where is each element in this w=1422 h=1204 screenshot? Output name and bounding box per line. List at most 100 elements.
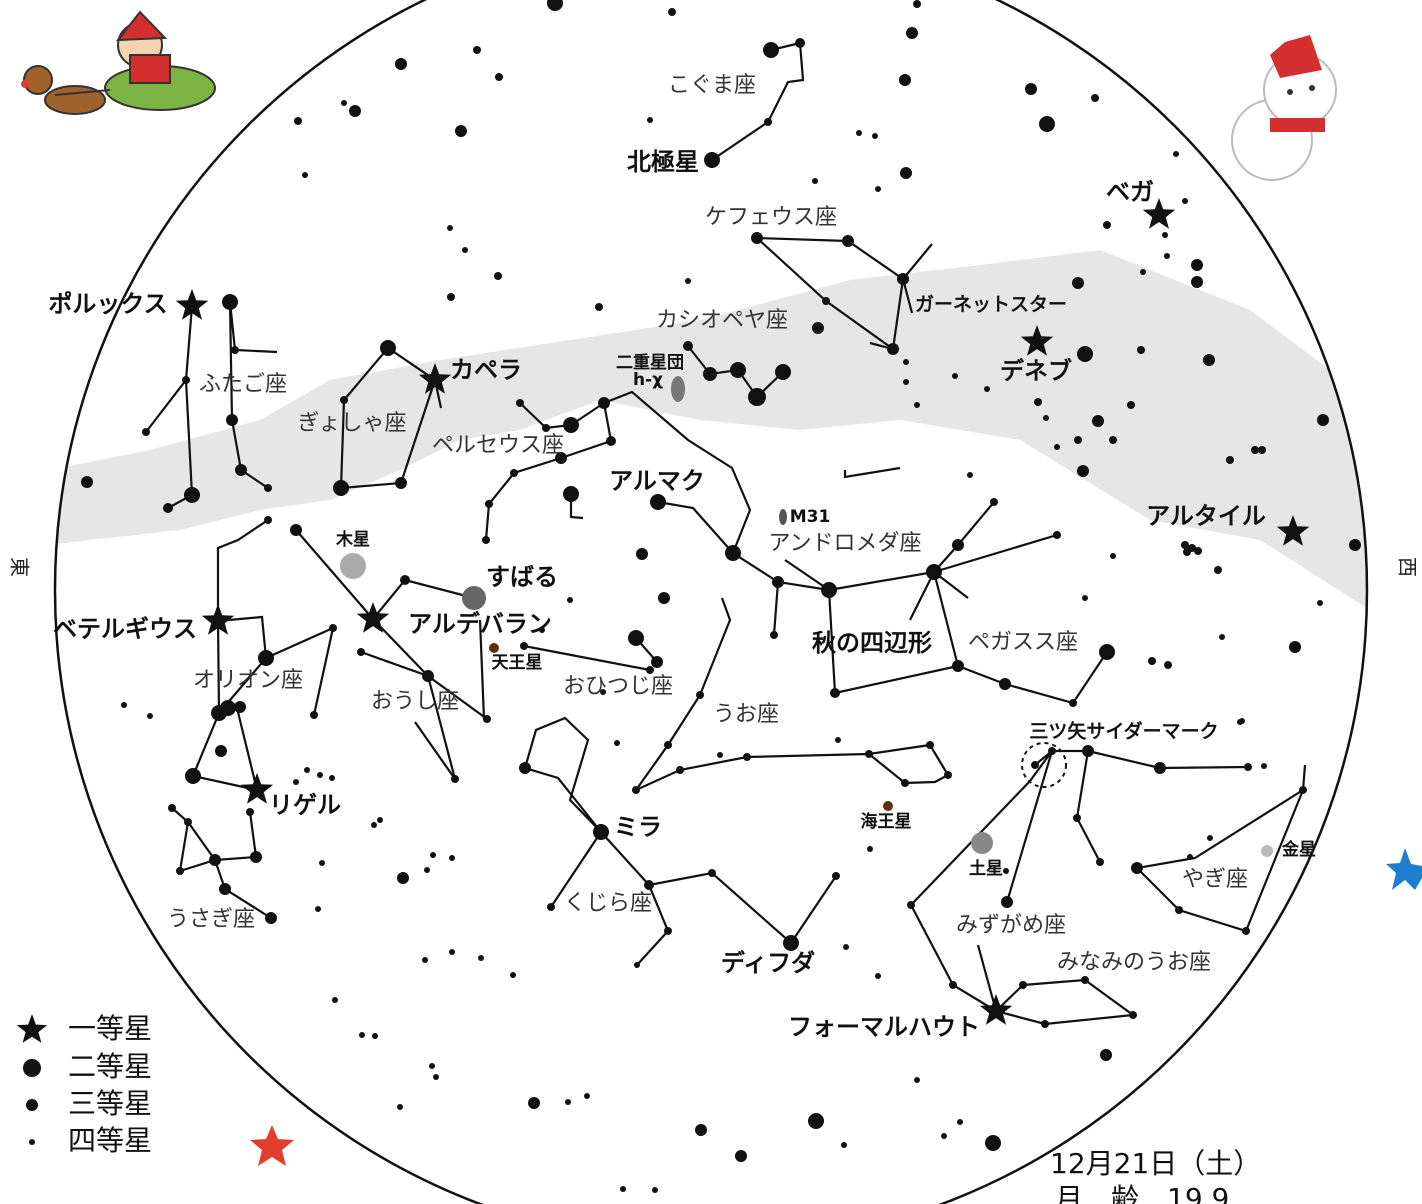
star-dot xyxy=(447,225,453,231)
star-dot xyxy=(340,396,348,404)
star-dot xyxy=(842,235,854,247)
star-dot xyxy=(341,100,347,106)
star-dot xyxy=(812,178,818,184)
star-dot xyxy=(841,1142,847,1148)
star-dot xyxy=(952,539,964,551)
star-dot xyxy=(1091,94,1099,102)
star-dot xyxy=(357,648,365,656)
star-dot xyxy=(967,472,973,478)
star-map: こぐま座ケフェウス座カシオペヤ座ふたご座ぎょしゃ座ペルセウス座アンドロメダ座ペガ… xyxy=(0,0,1422,1204)
star-dot xyxy=(422,670,434,682)
star-dot xyxy=(632,786,640,794)
star-dot xyxy=(952,660,964,672)
star-dot xyxy=(636,548,648,560)
star-dot xyxy=(520,642,528,650)
star-dot xyxy=(349,105,361,117)
star-dot xyxy=(695,1124,707,1136)
star-dot xyxy=(1251,446,1259,454)
star-dot xyxy=(628,630,644,646)
star-dot xyxy=(1054,444,1060,450)
star-dot xyxy=(563,417,579,433)
star-dot xyxy=(1034,398,1042,406)
legend-dot xyxy=(23,1059,41,1077)
star-dot xyxy=(1162,232,1168,238)
star-dot xyxy=(1226,456,1234,464)
star-dot xyxy=(775,364,791,380)
star-dot xyxy=(897,273,909,285)
constellation-line xyxy=(1137,765,1305,931)
star-dot xyxy=(1164,253,1170,259)
constellation-line xyxy=(296,530,455,779)
star-dot xyxy=(565,1099,571,1105)
star-dot xyxy=(1137,346,1145,354)
star-dot xyxy=(764,118,772,126)
star-dot xyxy=(1242,927,1250,935)
star-dot xyxy=(676,766,684,774)
constellation-label: みずがめ座 xyxy=(956,912,1066,937)
star-dot xyxy=(725,545,741,561)
star-dot xyxy=(614,740,620,746)
constellation-line xyxy=(910,572,934,620)
date: 12月21日（土） xyxy=(1050,1147,1261,1180)
star-dot xyxy=(563,486,579,502)
star-dot xyxy=(651,656,663,668)
star-dot xyxy=(485,500,493,508)
star-dot xyxy=(903,379,909,385)
star-dot xyxy=(595,303,603,311)
star-dot xyxy=(1173,151,1179,157)
constellation-label: カシオペヤ座 xyxy=(656,307,788,332)
star-dot xyxy=(1069,699,1077,707)
star-dot xyxy=(473,46,481,54)
star-dot xyxy=(1207,835,1213,841)
legend-dot xyxy=(26,1099,38,1111)
star-dot xyxy=(1214,566,1222,574)
star-dot xyxy=(430,852,436,858)
star-dot xyxy=(795,38,805,48)
milky-way xyxy=(50,250,1370,610)
star-dot xyxy=(1181,541,1189,549)
star-dot xyxy=(1183,548,1191,556)
star-dot xyxy=(219,883,231,895)
red-star-decoration xyxy=(250,1125,294,1166)
star-dot xyxy=(708,869,716,877)
constellation-line xyxy=(172,808,188,871)
star-dot xyxy=(1244,763,1252,771)
star-dot xyxy=(906,27,918,39)
star-dot xyxy=(449,855,455,861)
star-dot xyxy=(264,484,272,492)
star-dot xyxy=(494,272,502,280)
star-dot xyxy=(1003,868,1009,874)
star-dot xyxy=(211,705,227,721)
legend-dot xyxy=(29,1139,35,1145)
star-dot xyxy=(1077,465,1089,477)
star-dot xyxy=(1261,763,1267,769)
star-dot xyxy=(952,373,958,379)
star-dot xyxy=(620,1186,626,1192)
stars xyxy=(81,0,1361,1193)
star-dot xyxy=(743,753,751,761)
constellation-line xyxy=(1088,751,1248,768)
star-dot xyxy=(209,854,221,866)
star-dot xyxy=(231,346,239,354)
star-dot xyxy=(478,955,484,961)
neptune xyxy=(883,801,893,811)
object-label: 金星 xyxy=(1281,839,1316,860)
star-dot xyxy=(717,752,723,758)
constellation-line xyxy=(774,582,778,635)
constellation-line xyxy=(188,822,215,860)
star-dot xyxy=(395,477,407,489)
star-dot xyxy=(808,1113,824,1129)
star-dot xyxy=(422,957,428,963)
star-dot xyxy=(914,402,920,408)
object-label: 海王星 xyxy=(861,811,912,832)
star-dot xyxy=(163,503,173,513)
star-dot xyxy=(147,713,153,719)
star-dot xyxy=(1289,641,1301,653)
star-name: カペラ xyxy=(450,356,522,384)
star-dot xyxy=(121,702,127,708)
star-dot xyxy=(222,294,238,310)
star-dot xyxy=(1041,1020,1049,1028)
star-dot xyxy=(1019,981,1027,989)
star-dot xyxy=(317,772,323,778)
star-dot xyxy=(510,469,518,477)
